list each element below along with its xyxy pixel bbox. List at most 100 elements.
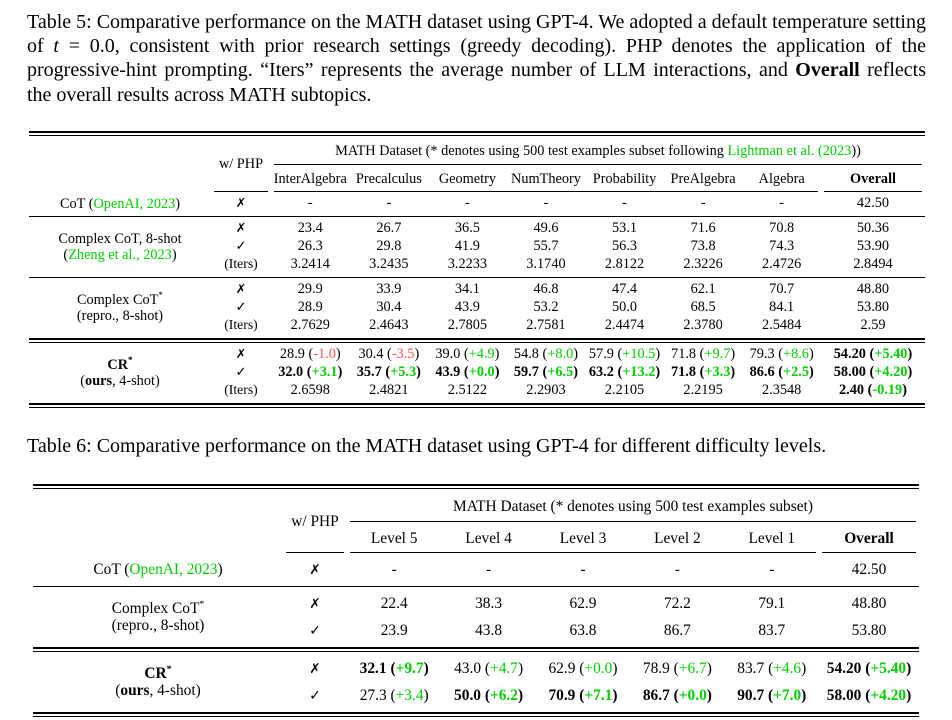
- metric-value: 70.9: [548, 686, 576, 704]
- data-cell: 83.7 (+4.6): [737, 659, 807, 677]
- text-segment: (: [63, 246, 69, 263]
- text-segment: ): [217, 560, 223, 578]
- row-group: Complex CoT* (repro., 8-shot) ✗ 29.9 33.9 34.…: [29, 274, 925, 335]
- data-cell: -: [486, 560, 492, 578]
- table-row: CoT (OpenAI, 2023) ✗ - - - - - 42.50: [33, 556, 919, 583]
- data-cell: 62.1: [690, 281, 716, 298]
- data-cell: 35.7 (+5.3): [356, 364, 421, 381]
- row-group: CR* (ours, 4-shot) ✗ 32.1 (+9.7) 43.0 (+4.7)…: [33, 644, 919, 709]
- table-row: (Iters) 2.6598 2.4821 2.5122 2.2903 2.2105 2.2…: [29, 382, 925, 400]
- rule-row: [29, 335, 925, 346]
- row-label-line: Complex CoT*: [31, 290, 209, 307]
- php-mark-cell: (Iters): [211, 382, 271, 400]
- citation-link[interactable]: OpenAI, 2023: [129, 560, 218, 578]
- data-cell: 23.9: [380, 621, 408, 639]
- row-label: Complex CoT* (repro., 8-shot): [29, 281, 211, 335]
- data-cell: 78.9 (+6.7): [642, 659, 712, 677]
- data-cell: 22.4: [380, 594, 408, 612]
- metric-value: 71.8: [671, 364, 697, 381]
- data-cell: 49.6: [533, 220, 559, 237]
- horizontal-rule: [33, 644, 919, 655]
- data-cell: -: [391, 560, 397, 578]
- data-cell: 43.0 (+4.7): [454, 659, 524, 677]
- delta-value: +6.2: [489, 686, 518, 704]
- data-cell: 30.4: [376, 299, 402, 316]
- citation-link[interactable]: Zheng et al., 2023: [68, 246, 172, 263]
- metric-value: 86.7: [642, 686, 670, 704]
- table-header: w/ PHP MATH Dataset (* denotes using 500 …: [33, 481, 919, 556]
- spacer-cell: [33, 492, 283, 521]
- delta-value: +4.6: [773, 659, 802, 677]
- delta-value: +10.5: [622, 346, 656, 363]
- metric-value: 43.9: [435, 364, 461, 381]
- header-row: w/ PHP MATH Dataset (* denotes using 500 …: [29, 139, 925, 173]
- rule-row: [33, 709, 919, 720]
- table-header: w/ PHP MATH Dataset (* denotes using 500 …: [29, 128, 925, 195]
- checkmark-icon: ✓: [309, 687, 321, 704]
- table5-caption: Table 5: Comparative performance on the …: [27, 10, 926, 107]
- data-cell: 53.1: [612, 220, 638, 237]
- data-cell: 36.5: [454, 220, 480, 237]
- data-cell: 29.8: [376, 238, 402, 255]
- checkmark-icon: ✓: [235, 365, 247, 381]
- text-segment: (: [80, 372, 86, 389]
- data-cell: 2.4643: [369, 317, 409, 334]
- column-header: InterAlgebra: [273, 170, 347, 187]
- text-segment: *: [166, 663, 172, 675]
- rule-row: [29, 213, 925, 220]
- data-cell: -: [700, 195, 706, 212]
- data-cell: 29.9: [297, 281, 323, 298]
- data-cell: 2.7805: [447, 317, 488, 334]
- data-cell: 2.59: [860, 317, 886, 334]
- citation-link[interactable]: Lightman et al. (2023: [727, 142, 852, 159]
- delta-value: +2.5: [782, 364, 809, 381]
- text-segment: MATH Dataset (* denotes using 500 test e…: [335, 142, 728, 159]
- table-footer: [33, 709, 919, 720]
- metric-value: 71.8: [671, 346, 697, 363]
- table6: w/ PHP MATH Dataset (* denotes using 500 …: [33, 481, 919, 720]
- delta-value: +3.3: [704, 364, 731, 381]
- text-segment: (repro., 8-shot): [111, 617, 205, 635]
- data-cell: 71.8 (+3.3): [671, 364, 736, 381]
- rule-line: [29, 276, 925, 278]
- data-cell: 56.3: [612, 238, 638, 255]
- data-cell: 2.3780: [683, 317, 723, 334]
- metric-value: 57.9: [588, 346, 614, 363]
- delta-value: +9.7: [704, 346, 731, 363]
- horizontal-rule: [29, 400, 925, 411]
- text-segment: CoT (: [93, 560, 130, 578]
- data-cell: 86.6 (+2.5): [749, 364, 814, 381]
- row-label-line: (ours, 4-shot): [35, 682, 281, 699]
- iters-label: (Iters): [224, 317, 258, 333]
- metric-value: 58.00: [833, 364, 866, 381]
- column-header: Level 5: [370, 529, 418, 547]
- row-label: CR* (ours, 4-shot): [29, 346, 211, 400]
- php-mark-cell: (Iters): [211, 256, 271, 274]
- row-label: CoT (OpenAI, 2023): [33, 556, 283, 583]
- overall-underline: [819, 552, 919, 556]
- delta-value: +0.0: [678, 686, 707, 704]
- metric-value: 83.7: [737, 659, 765, 677]
- header-row: w/ PHP MATH Dataset (* denotes using 500 …: [33, 492, 919, 531]
- metric-value: 39.0: [435, 346, 461, 363]
- delta-value: +13.2: [622, 364, 656, 381]
- data-cell: 34.1: [454, 281, 480, 298]
- rule-line: [33, 647, 919, 653]
- data-cell: 63.8: [569, 621, 597, 639]
- citation-link[interactable]: OpenAI, 2023: [93, 195, 176, 212]
- data-cell: 74.3: [769, 238, 795, 255]
- rule-line: [824, 190, 922, 192]
- row-group: CR* (ours, 4-shot) ✗ 28.9 (-1.0) 30.4 (-3.5)…: [29, 335, 925, 400]
- rule-row: [29, 274, 925, 281]
- data-cell: -: [580, 560, 586, 578]
- column-header: PreAlgebra: [670, 170, 736, 187]
- rule-line: [29, 337, 925, 343]
- rule-line: [29, 215, 925, 217]
- php-underline: [283, 552, 347, 556]
- row-label-line: (repro., 8-shot): [31, 308, 209, 324]
- data-cell: 53.80: [851, 621, 887, 639]
- data-cell: 39.0 (+4.9): [435, 346, 500, 363]
- dataset-underline: [271, 163, 925, 168]
- php-mark-cell: ✗: [211, 346, 271, 364]
- data-cell: 50.0: [612, 299, 638, 316]
